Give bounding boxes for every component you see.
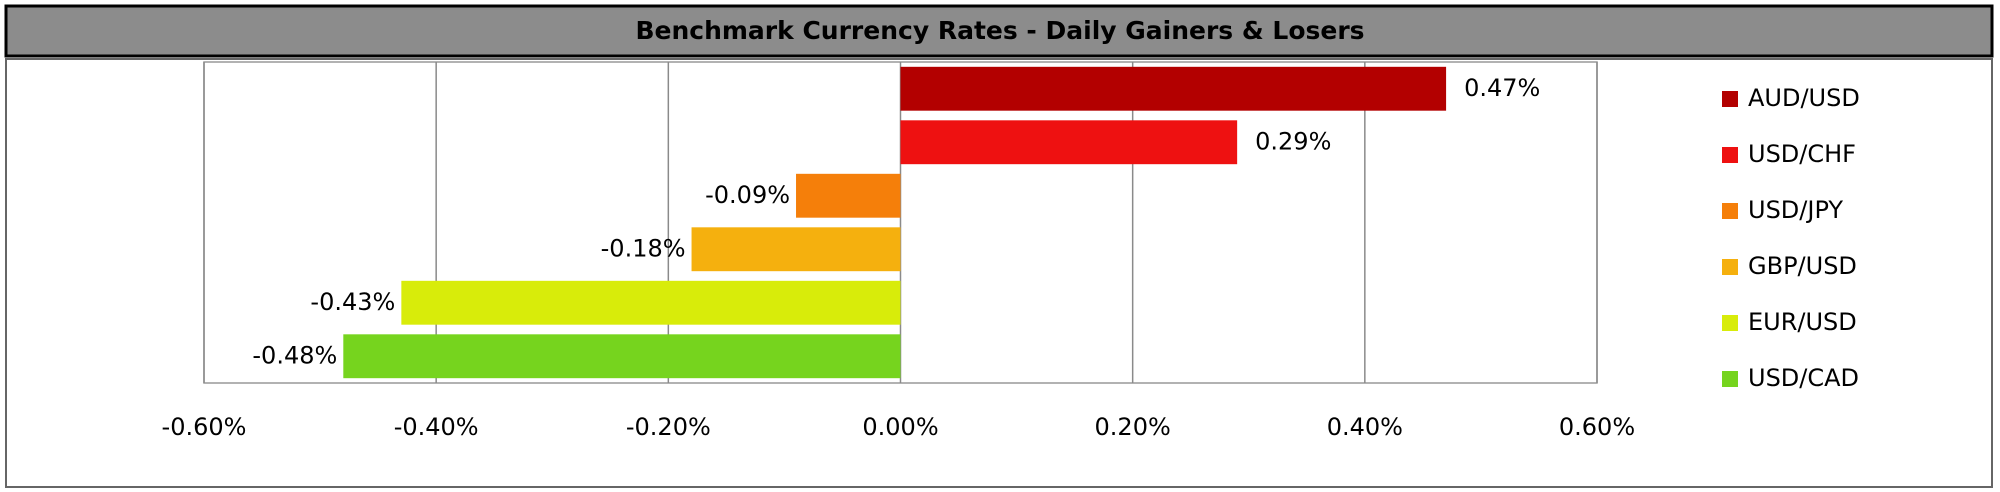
legend-swatch — [1722, 315, 1738, 331]
legend-label: USD/CHF — [1748, 140, 1856, 168]
data-label: -0.48% — [252, 341, 337, 369]
x-tick-label: 0.40% — [1327, 413, 1403, 441]
chart-title: Benchmark Currency Rates - Daily Gainers… — [635, 16, 1364, 45]
bar — [401, 280, 901, 325]
bar — [691, 227, 901, 272]
legend-swatch — [1722, 147, 1738, 163]
legend-swatch — [1722, 203, 1738, 219]
x-tick-label: 0.20% — [1095, 413, 1171, 441]
data-label: 0.29% — [1255, 127, 1331, 155]
bar — [796, 173, 901, 218]
legend-swatch — [1722, 91, 1738, 107]
data-label: -0.18% — [601, 234, 686, 262]
data-label: -0.43% — [310, 288, 395, 316]
legend-label: GBP/USD — [1748, 252, 1857, 280]
legend-label: EUR/USD — [1748, 308, 1857, 336]
legend-label: AUD/USD — [1748, 84, 1860, 112]
data-label: 0.47% — [1464, 74, 1540, 102]
x-tick-label: 0.60% — [1559, 413, 1635, 441]
x-tick-label: -0.60% — [162, 413, 247, 441]
legend-label: USD/CAD — [1748, 364, 1859, 392]
x-tick-label: -0.40% — [394, 413, 479, 441]
bar — [900, 66, 1447, 111]
legend-label: USD/JPY — [1748, 196, 1843, 224]
legend-swatch — [1722, 259, 1738, 275]
legend-swatch — [1722, 371, 1738, 387]
x-tick-label: -0.20% — [626, 413, 711, 441]
x-tick-label: 0.00% — [862, 413, 938, 441]
bar — [343, 334, 901, 379]
data-label: -0.09% — [705, 181, 790, 209]
bar — [900, 120, 1238, 165]
title-bar — [4, 4, 1994, 58]
